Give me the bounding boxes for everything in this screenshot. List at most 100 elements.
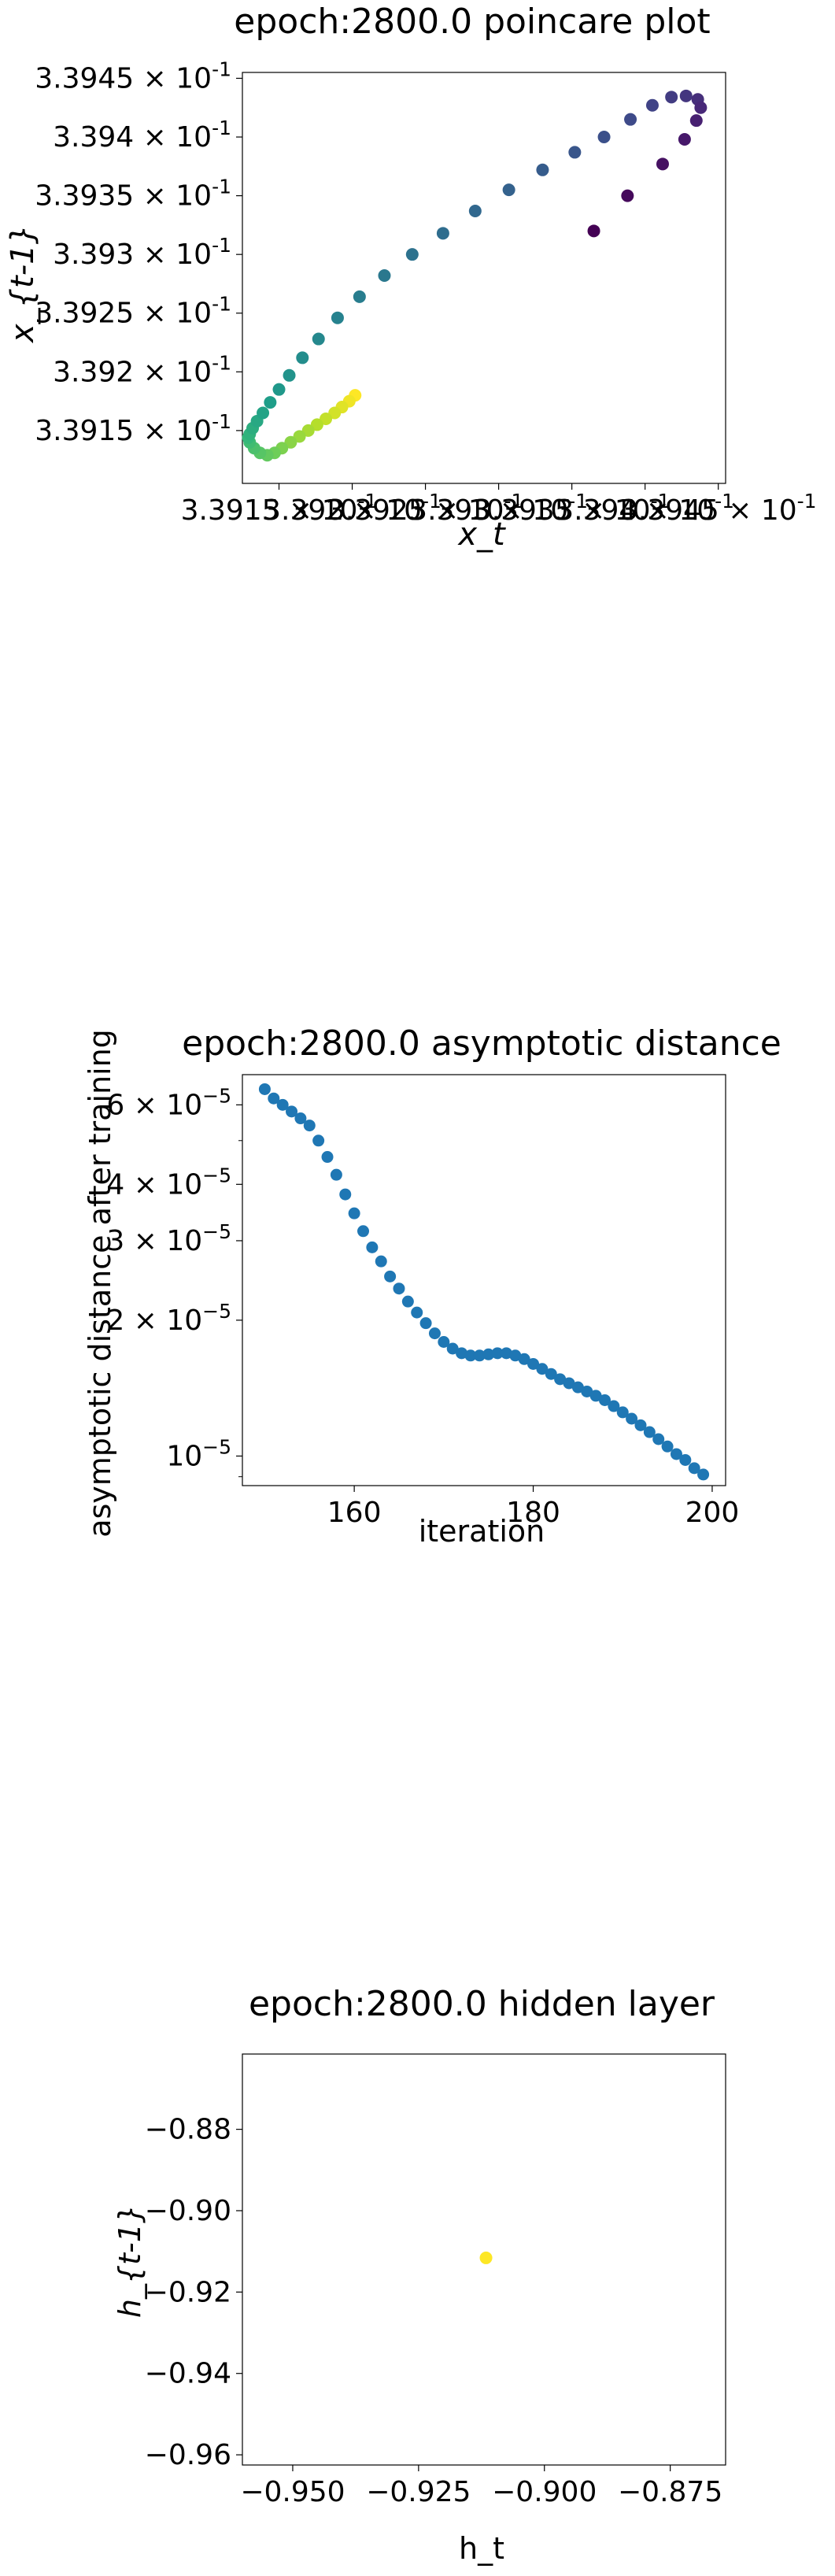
- x-tick-label: −0.925: [366, 2476, 471, 2508]
- data-point: [581, 1385, 593, 1397]
- hidden-layer-chart: epoch:2800.0 hidden layer −0.96 −0.94 −0.9…: [113, 1984, 726, 2566]
- distance-chart-panel: epoch:2800.0 asymptotic distance 6 × 10−…: [0, 1008, 835, 1575]
- data-point: [599, 1393, 611, 1406]
- data-point: [438, 1336, 450, 1349]
- data-point: [268, 1092, 280, 1105]
- y-tick-label: 3.3925 × 10-1: [35, 293, 231, 330]
- data-point: [571, 1381, 584, 1393]
- data-point: [366, 1241, 379, 1253]
- x-axis-label: x_t: [456, 516, 506, 553]
- plot-frame: [242, 2053, 726, 2466]
- data-point: [384, 1270, 397, 1282]
- data-point: [509, 1349, 522, 1362]
- data-point: [527, 1357, 540, 1370]
- data-point: [621, 189, 634, 202]
- data-point: [339, 1188, 352, 1201]
- x-tick-label: 3.392 × 10-1: [263, 490, 442, 527]
- data-point: [473, 1349, 486, 1362]
- plot-frame: [242, 1074, 726, 1486]
- x-tick-label: 3.393 × 10-1: [409, 490, 588, 527]
- data-point: [645, 98, 659, 112]
- data-point: [272, 383, 286, 396]
- chart-title: epoch:2800.0 asymptotic distance: [182, 1023, 781, 1064]
- y-tick-label: 3.3945 × 10-1: [35, 57, 231, 94]
- data-point: [258, 1083, 271, 1095]
- data-point: [436, 227, 449, 240]
- x-tick-label: −0.900: [492, 2476, 597, 2508]
- y-tick-label: −0.90: [145, 2195, 231, 2227]
- y-tick-label: −0.96: [145, 2439, 231, 2471]
- data-point: [375, 1255, 387, 1268]
- x-tick-label: 3.3915 × 10-1: [181, 490, 378, 527]
- y-axis-label: x_{t-1}: [5, 224, 41, 344]
- data-point: [283, 368, 296, 382]
- y-tick-label: 3.3935 × 10-1: [35, 176, 231, 213]
- y-tick-label: −0.88: [145, 2114, 231, 2146]
- data-point: [257, 406, 270, 420]
- data-point: [589, 1390, 602, 1402]
- data-point: [456, 1347, 468, 1360]
- data-point: [518, 1353, 530, 1365]
- data-point: [616, 1406, 629, 1419]
- x-tick-label: −0.950: [240, 2476, 345, 2508]
- data-point: [357, 1225, 369, 1238]
- y-tick-label: 3 × 10−5: [106, 1220, 231, 1257]
- poincare-chart: epoch:2800.0 poincare plot 3.3915 × 10-1…: [5, 2, 817, 553]
- data-point: [428, 1327, 441, 1340]
- data-point: [670, 1448, 682, 1460]
- data-point: [536, 163, 549, 176]
- data-point: [482, 1348, 495, 1360]
- data-point: [597, 131, 611, 144]
- y-tick-label: 3.394 × 10-1: [53, 117, 231, 154]
- data-point: [502, 183, 515, 197]
- data-point: [405, 248, 419, 261]
- data-point: [679, 1453, 692, 1466]
- data-point: [679, 89, 693, 102]
- x-axis-label: iteration: [419, 1514, 545, 1549]
- data-point: [353, 290, 366, 303]
- chart-title: epoch:2800.0 poincare plot: [234, 2, 710, 42]
- y-axis-label: asymptotic distance after training: [83, 1029, 117, 1538]
- y-tick-label: −0.92: [145, 2276, 231, 2308]
- data-point: [446, 1342, 459, 1355]
- data-point: [626, 1412, 638, 1425]
- y-tick-label: 6 × 10−5: [106, 1084, 231, 1121]
- data-point: [697, 1468, 710, 1481]
- data-point: [694, 101, 708, 114]
- data-point: [661, 1440, 674, 1453]
- x-tick-label: 3.3945 × 10-1: [620, 490, 817, 527]
- data-point: [536, 1363, 549, 1375]
- data-point: [348, 1207, 360, 1220]
- data-point: [411, 1306, 423, 1319]
- data-point: [479, 2251, 493, 2264]
- data-point: [264, 396, 277, 409]
- x-axis-label: h_t: [459, 2531, 504, 2566]
- plot-frame: [242, 72, 726, 484]
- y-tick-label: 2 × 10−5: [106, 1300, 231, 1337]
- data-point: [608, 1400, 620, 1412]
- y-tick-label: 3.393 × 10-1: [53, 234, 231, 271]
- x-tick-label: 180: [506, 1497, 560, 1529]
- x-tick-label: 3.3935 × 10-1: [474, 490, 671, 527]
- data-point: [312, 1134, 325, 1147]
- y-tick-label: 4 × 10−5: [106, 1164, 231, 1201]
- x-tick-label: −0.875: [618, 2476, 722, 2508]
- data-point: [545, 1368, 557, 1380]
- data-point: [554, 1373, 567, 1386]
- data-point: [303, 1120, 316, 1132]
- data-point: [294, 1112, 307, 1125]
- y-tick-label: 10−5: [166, 1435, 231, 1472]
- y-tick-label: 3.3915 × 10-1: [35, 410, 231, 447]
- x-tick-label: 200: [685, 1497, 740, 1529]
- data-point: [563, 1377, 575, 1390]
- data-point: [678, 133, 691, 146]
- data-point: [330, 1168, 342, 1181]
- data-point: [331, 311, 344, 324]
- data-point: [634, 1419, 647, 1431]
- data-point: [321, 1151, 334, 1164]
- data-point: [500, 1347, 512, 1360]
- data-point: [665, 91, 678, 104]
- data-point: [689, 114, 703, 128]
- data-point: [688, 1462, 700, 1475]
- y-tick-label: 3.392 × 10-1: [53, 351, 231, 388]
